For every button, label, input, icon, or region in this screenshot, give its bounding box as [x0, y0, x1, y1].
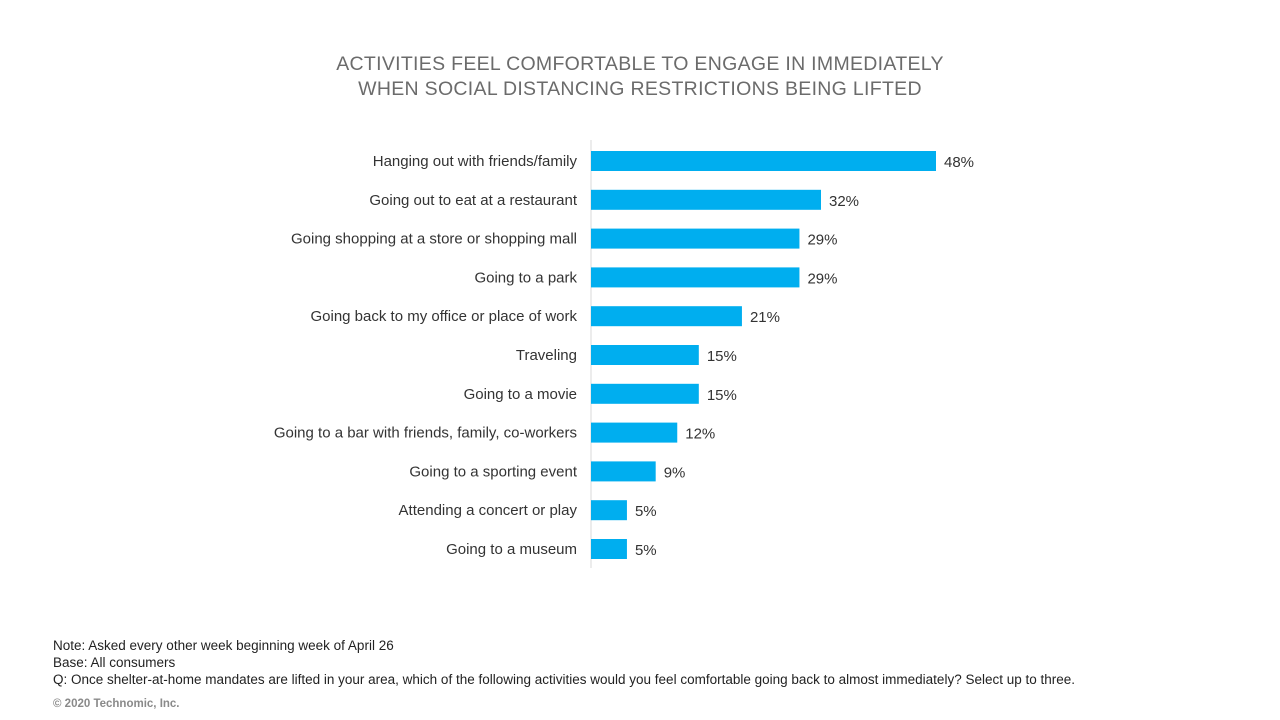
- data-label: 5%: [635, 542, 657, 559]
- data-label: 21%: [750, 309, 780, 326]
- bar: [591, 189, 821, 210]
- category-label: Going to a bar with friends, family, co-…: [274, 425, 577, 442]
- category-label: Going to a park: [474, 269, 577, 286]
- copyright: © 2020 Technomic, Inc.: [53, 698, 180, 710]
- category-label: Hanging out with friends/family: [373, 153, 578, 170]
- base-text: Base: All consumers: [53, 655, 176, 670]
- bar: [591, 151, 936, 171]
- bar: [591, 228, 800, 249]
- bar: [591, 267, 800, 288]
- category-label: Going out to eat at a restaurant: [369, 192, 577, 209]
- category-label: Going to a museum: [446, 541, 577, 558]
- bar-chart: Hanging out with friends/family 48% Going …: [274, 140, 974, 568]
- chart-title-line-2: WHEN SOCIAL DISTANCING RESTRICTIONS BEIN…: [358, 78, 922, 100]
- category-label: Going to a sporting event: [409, 463, 577, 480]
- bar: [591, 306, 742, 327]
- bar: [591, 345, 699, 365]
- bar: [591, 383, 699, 404]
- category-label: Going shopping at a store or shopping ma…: [291, 231, 577, 248]
- question-text: Q: Once shelter-at-home mandates are lif…: [53, 672, 1076, 687]
- data-label: 5%: [635, 503, 657, 520]
- data-label: 9%: [664, 464, 686, 481]
- footnotes: Note: Asked every other week beginning w…: [53, 637, 1075, 688]
- bar: [591, 461, 656, 482]
- data-label: 32%: [829, 193, 859, 210]
- category-label: Attending a concert or play: [399, 502, 578, 519]
- data-label: 48%: [944, 154, 974, 171]
- bar: [591, 500, 627, 521]
- bar: [591, 422, 678, 443]
- data-label: 15%: [707, 387, 737, 404]
- data-label: 15%: [707, 348, 737, 365]
- category-label: Going to a movie: [464, 386, 577, 403]
- chart-title-line-1: ACTIVITIES FEEL COMFORTABLE TO ENGAGE IN…: [336, 53, 944, 75]
- chart-title: ACTIVITIES FEEL COMFORTABLE TO ENGAGE IN…: [0, 52, 1280, 102]
- data-label: 12%: [685, 426, 715, 443]
- bar: [591, 539, 627, 559]
- category-label: Going back to my office or place of work: [310, 308, 577, 325]
- data-label: 29%: [807, 232, 837, 249]
- note-text: Note: Asked every other week beginning w…: [53, 638, 394, 653]
- data-label: 29%: [807, 270, 837, 287]
- category-label: Traveling: [516, 347, 577, 364]
